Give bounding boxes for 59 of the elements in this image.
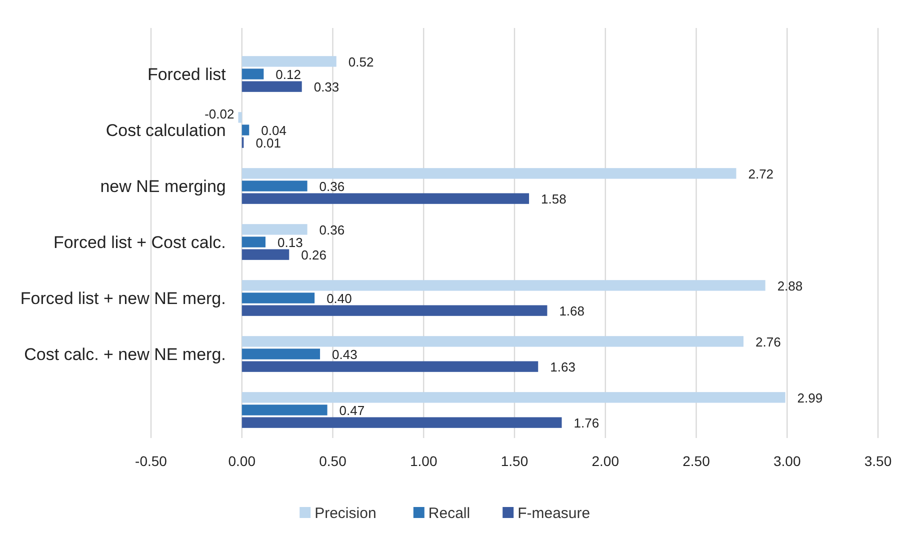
data-label: 0.26	[301, 248, 326, 263]
data-label: 0.43	[332, 347, 358, 362]
legend-label: Precision	[314, 505, 376, 522]
bar	[242, 249, 290, 260]
data-label: 1.76	[574, 416, 600, 431]
bar	[242, 292, 315, 304]
data-label: 1.58	[541, 192, 566, 207]
data-label: 0.47	[339, 403, 365, 418]
bar	[242, 404, 328, 416]
data-label: 1.68	[559, 304, 585, 319]
data-label: 2.76	[756, 334, 781, 350]
x-tick-label: 3.50	[864, 453, 892, 469]
x-tick-label: 3.00	[774, 453, 801, 469]
y-tick-label: Forced list + Cost calc.	[53, 233, 226, 252]
data-label: 2.88	[777, 278, 803, 294]
y-tick-label: new NE merging	[100, 177, 226, 196]
bar	[242, 168, 736, 179]
legend-label: F-measure	[518, 505, 590, 522]
bar	[242, 336, 744, 347]
data-label: 2.72	[748, 166, 774, 182]
data-label: 0.12	[276, 67, 301, 82]
data-label: 0.36	[319, 179, 345, 194]
x-tick-label: 1.50	[500, 453, 528, 469]
bar	[242, 180, 308, 192]
bar	[242, 68, 264, 80]
bar	[242, 280, 766, 291]
data-label: -0.02	[204, 106, 234, 122]
x-tick-label: 2.00	[592, 453, 620, 469]
y-tick-label: Cost calculation	[106, 121, 226, 140]
data-label: 0.52	[348, 54, 374, 70]
data-label: 0.01	[256, 136, 282, 151]
bar	[242, 417, 562, 428]
data-label: 1.63	[550, 360, 576, 375]
bar	[242, 392, 786, 403]
data-label: 0.04	[261, 123, 286, 138]
y-tick-label: Forced list + new NE merg.	[20, 289, 226, 308]
y-tick-label: Forced list	[147, 65, 226, 84]
bar	[242, 348, 320, 360]
bar	[242, 56, 336, 67]
x-tick-label: -0.50	[135, 453, 168, 469]
x-tick-label: 0.50	[319, 453, 347, 469]
data-label: 0.33	[314, 80, 340, 95]
bar	[242, 236, 266, 248]
bar	[242, 224, 308, 235]
x-tick-label: 2.50	[682, 453, 710, 469]
bar	[242, 305, 548, 316]
legend-label: Recall	[428, 505, 470, 522]
data-label: 0.13	[278, 235, 303, 250]
data-label: 0.40	[326, 291, 352, 306]
bar	[238, 112, 242, 123]
data-label: 2.99	[797, 390, 823, 406]
x-tick-label: 1.00	[410, 453, 438, 469]
bar	[242, 81, 302, 92]
y-tick-label: Cost calc. + new NE merg.	[24, 345, 226, 364]
bar	[242, 361, 538, 372]
bar	[242, 193, 530, 204]
bar	[242, 124, 250, 136]
data-label: 0.36	[319, 222, 345, 238]
x-tick-label: 0.00	[228, 453, 256, 469]
